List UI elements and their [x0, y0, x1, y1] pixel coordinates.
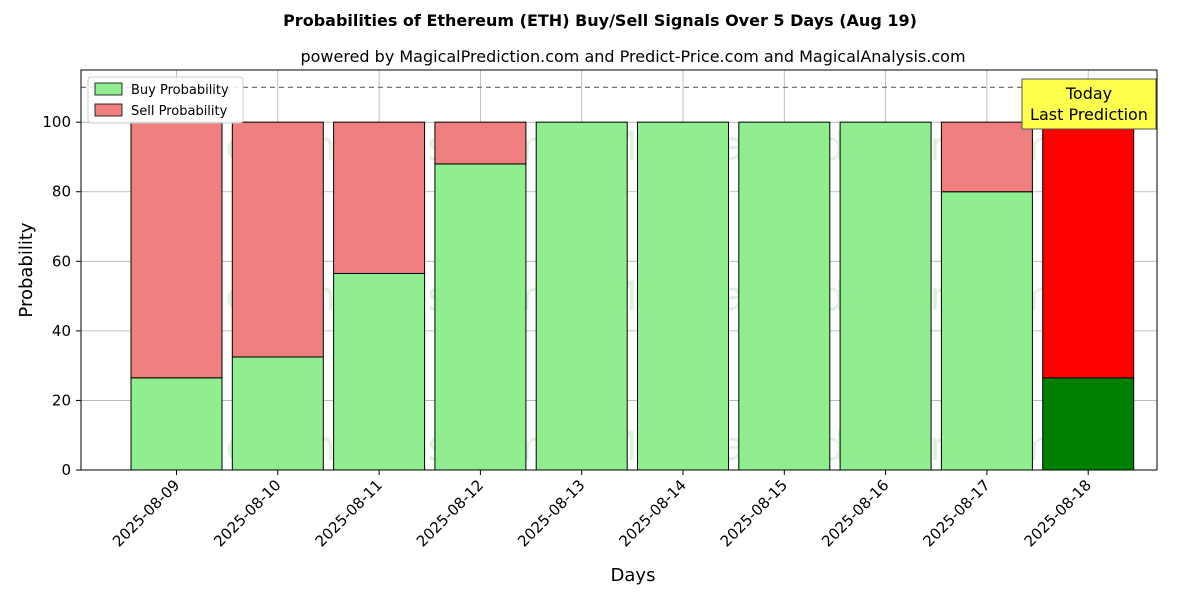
bar-buy-2025-08-12 — [434, 163, 527, 471]
bar-sell-2025-08-09 — [130, 121, 223, 379]
y-tick-label: 20 — [52, 391, 71, 409]
y-tick-label: 80 — [52, 183, 71, 201]
bar-buy-2025-08-18 — [1042, 377, 1135, 471]
bar-buy-2025-08-14 — [637, 121, 729, 471]
plot-frame — [80, 69, 1158, 471]
legend-swatch-buy — [94, 82, 123, 96]
bar-buy-2025-08-13 — [535, 121, 628, 471]
bar-buy-2025-08-10 — [231, 356, 324, 471]
bar-buy-2025-08-09 — [130, 377, 223, 471]
bar-sell-2025-08-17 — [940, 121, 1033, 193]
bar-sell-2025-08-10 — [231, 121, 324, 358]
bar-buy-2025-08-15 — [738, 121, 831, 471]
bar-sell-2025-08-18 — [1042, 121, 1135, 379]
x-tick-label: 2025-08-13 — [514, 476, 588, 550]
x-tick-label: 2025-08-16 — [818, 476, 892, 550]
bar-sell-2025-08-11 — [333, 121, 426, 274]
legend-swatch-sell — [94, 103, 123, 117]
x-tick-label: 2025-08-18 — [1021, 476, 1095, 550]
today-annotation-line2: Last Prediction — [1030, 105, 1148, 124]
bar-buy-2025-08-17 — [940, 191, 1033, 471]
x-tick-label: 2025-08-12 — [413, 476, 487, 550]
x-axis-label: Days — [611, 565, 656, 586]
x-tick-label: 2025-08-10 — [210, 476, 284, 550]
x-tick-label: 2025-08-09 — [109, 476, 183, 550]
legend-label-buy: Buy Probability — [131, 83, 229, 98]
today-annotation: Today Last Prediction — [1021, 78, 1157, 130]
legend: Buy Probability Sell Probability — [87, 76, 244, 124]
bar-sell-2025-08-12 — [434, 121, 527, 165]
x-tick-label: 2025-08-11 — [312, 476, 386, 550]
x-tick-label: 2025-08-14 — [615, 476, 689, 550]
chart-subtitle: powered by MagicalPrediction.com and Pre… — [300, 47, 965, 66]
x-tick-label: 2025-08-15 — [717, 476, 791, 550]
y-tick-label: 40 — [52, 322, 71, 340]
bar-buy-2025-08-11 — [333, 272, 426, 471]
y-tick-label: 60 — [52, 252, 71, 270]
bar-layer — [130, 121, 1135, 471]
x-tick-label: 2025-08-17 — [919, 476, 993, 550]
bar-buy-2025-08-16 — [839, 121, 932, 471]
y-tick-label: 100 — [42, 113, 71, 131]
y-tick-label: 0 — [61, 461, 71, 479]
today-annotation-box — [1021, 78, 1157, 130]
y-axis-label: Probability — [16, 222, 37, 317]
legend-label-sell: Sell Probability — [131, 104, 228, 119]
legend-box — [87, 76, 244, 124]
chart-title: Probabilities of Ethereum (ETH) Buy/Sell… — [283, 11, 917, 30]
today-annotation-line1: Today — [1065, 84, 1112, 103]
